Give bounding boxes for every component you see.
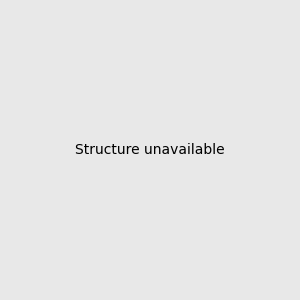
Text: Structure unavailable: Structure unavailable (75, 143, 225, 157)
